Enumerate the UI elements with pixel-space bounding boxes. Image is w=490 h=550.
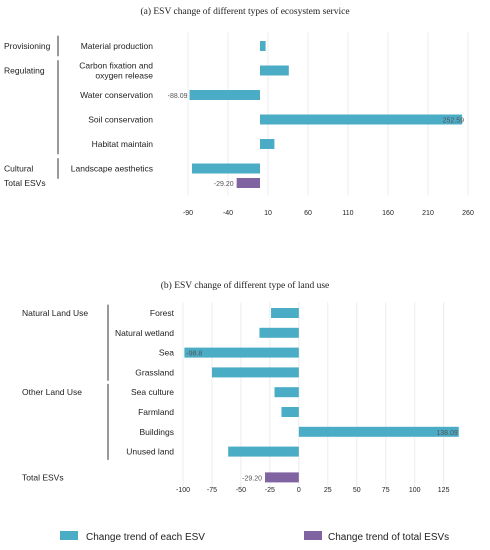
bar: [184, 347, 299, 358]
total-label: Total ESVs: [22, 472, 64, 482]
total-data-label: -29.20: [242, 475, 262, 482]
chart-a-category-labels: Material production Carbon fixation and ox…: [4, 41, 153, 188]
x-tick-label: -25: [265, 487, 275, 494]
category-label-line: Carbon fixation and: [79, 61, 153, 71]
bar: [189, 90, 260, 100]
chart-b-gridlines: [182, 302, 445, 488]
category-label: Farmland: [138, 407, 174, 417]
x-tick-label: 50: [353, 487, 361, 494]
x-tick-label: -50: [236, 487, 246, 494]
chart-a-gridlines: [187, 32, 469, 196]
x-tick-label: 60: [304, 210, 312, 217]
bar: [192, 163, 260, 174]
chart-b-bars: -98.8 138.09 -29.20: [184, 308, 459, 483]
category-label: Buildings: [140, 427, 175, 437]
data-label: -98.8: [186, 351, 202, 358]
total-data-label: -29.20: [214, 181, 234, 188]
category-label: Water conservation: [80, 90, 153, 100]
bar: [260, 139, 275, 149]
category-label: Sea culture: [131, 387, 174, 397]
total-bar: [265, 472, 299, 483]
bar: [228, 446, 299, 457]
category-label: Unused land: [126, 447, 174, 457]
x-tick-label: -90: [183, 210, 193, 217]
bar: [281, 407, 299, 417]
category-label: Sea: [159, 348, 174, 358]
chart-a-title: (a) ESV change of different types of eco…: [140, 6, 349, 17]
x-tick-label: 100: [409, 487, 421, 494]
group-label: Provisioning: [4, 41, 51, 51]
legend-label-total-esvs: Change trend of total ESVs: [328, 532, 449, 543]
legend-swatch-each-esv: [60, 531, 78, 540]
bar: [298, 426, 459, 437]
chart-b-category-labels: Forest Natural wetland Sea Grassland Sea cul…: [22, 308, 175, 482]
group-label: Natural Land Use: [22, 308, 88, 318]
bar: [259, 327, 299, 338]
category-label: Carbon fixation and oxygen release: [79, 61, 153, 81]
x-tick-label: 125: [438, 487, 450, 494]
x-tick-label: 0: [297, 487, 301, 494]
x-tick-label: -100: [176, 487, 190, 494]
legend-label-each-esv: Change trend of each ESV: [86, 532, 205, 543]
bar: [274, 387, 299, 398]
chart-a-group-labels: Provisioning Regulating Cultural: [4, 35, 59, 179]
group-label: Cultural: [4, 164, 33, 174]
group-label: Other Land Use: [22, 387, 82, 397]
group-label: Regulating: [4, 66, 45, 76]
data-label: 252.59: [443, 118, 465, 125]
chart-a-ecosystem-service: (a) ESV change of different types of eco…: [4, 6, 474, 217]
x-tick-label: 160: [382, 210, 394, 217]
category-label: Forest: [150, 308, 175, 318]
bar: [260, 65, 289, 76]
category-label: Natural wetland: [115, 328, 174, 338]
legend: Change trend of each ESV Change trend of…: [60, 531, 449, 543]
category-label: Grassland: [135, 367, 174, 377]
category-label-line: oxygen release: [95, 71, 153, 81]
x-tick-label: 110: [342, 210, 353, 217]
chart-b-group-labels: Natural Land Use Other Land Use: [22, 304, 109, 460]
data-label: 138.09: [436, 430, 458, 437]
x-tick-label: 210: [422, 210, 434, 217]
bar: [271, 308, 299, 318]
bar: [260, 41, 266, 51]
category-label: Material production: [81, 41, 154, 51]
chart-b-title: (b) ESV change of different type of land…: [161, 280, 330, 291]
category-label: Habitat maintain: [92, 139, 154, 149]
x-tick-label: -75: [207, 487, 217, 494]
x-tick-label: 75: [382, 487, 390, 494]
category-label: Soil conservation: [88, 115, 153, 125]
chart-b-tick-labels: -100 -75 -50 -25 0 25 50 75 100 125: [176, 487, 450, 494]
bar: [211, 367, 299, 378]
legend-swatch-total-esvs: [304, 531, 322, 540]
total-bar: [236, 178, 260, 188]
x-tick-label: 260: [462, 210, 474, 217]
bar: [260, 114, 463, 125]
chart-a-tick-labels: -90 -40 10 60 110 160 210 260: [183, 210, 474, 217]
data-label: -88.09: [168, 93, 188, 100]
x-tick-label: 25: [324, 487, 332, 494]
total-label: Total ESVs: [4, 178, 46, 188]
x-tick-label: 10: [264, 210, 272, 217]
category-label: Landscape aesthetics: [71, 164, 153, 174]
chart-b-land-use: (b) ESV change of different type of land…: [22, 280, 459, 494]
chart-a-bars: -88.09 252.59 -29.20: [168, 41, 464, 188]
x-tick-label: -40: [223, 210, 233, 217]
